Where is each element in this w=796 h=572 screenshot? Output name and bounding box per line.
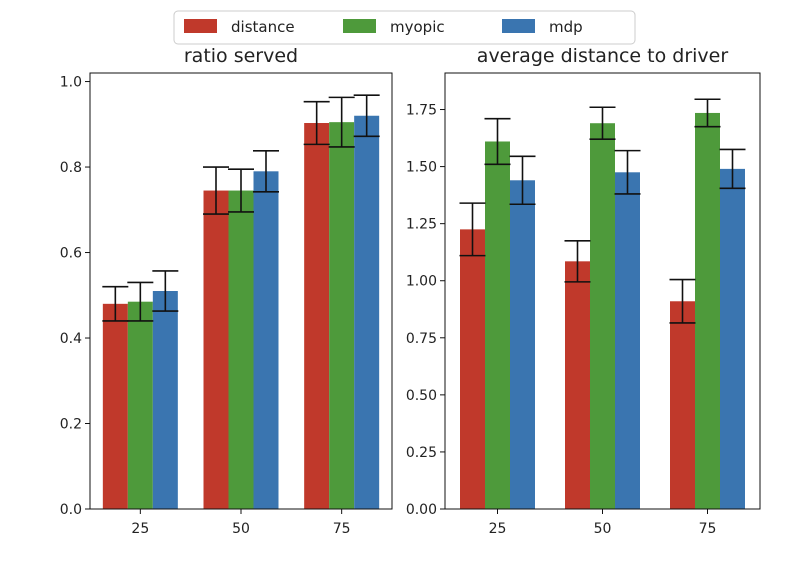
legend-entry-mdp: mdp [502, 18, 583, 36]
average-distance-title: average distance to driver [477, 45, 729, 67]
average-distance-panel: 0.00 0.25 0.50 0.75 1.00 1.25 1.50 1.75 25 50 75 av… [406, 45, 761, 537]
x-tick-label: 25 [489, 521, 507, 537]
bar-mdp-75 [720, 168, 745, 510]
legend-label: mdp [549, 18, 583, 36]
y-tick-label: 1.0 [60, 75, 82, 91]
bar-mdp-50 [615, 172, 640, 509]
y-tick-label: 0.75 [406, 331, 437, 347]
y-tick-label: 1.50 [406, 160, 437, 176]
error-bar-myopic-25 [484, 117, 511, 166]
legend-swatch [343, 19, 376, 33]
bar-distance-75 [304, 123, 330, 509]
bar-myopic-50 [228, 190, 254, 510]
error-bar-myopic-50 [589, 106, 616, 140]
y-tick-label: 0.8 [60, 160, 82, 176]
y-tick-label: 1.75 [406, 103, 437, 119]
error-bar-distance-25 [459, 202, 486, 257]
ratio-served-panel: 0.0 0.2 0.4 0.6 0.8 1.0 25 50 75 ratio served [60, 45, 393, 537]
legend-swatch [184, 19, 217, 33]
bar-mdp-25 [152, 291, 178, 509]
error-bar-mdp-75 [719, 148, 746, 190]
error-bar-myopic-50 [228, 168, 254, 213]
bar-myopic-75 [329, 122, 355, 509]
y-tick-label: 0.6 [60, 246, 82, 262]
bar-mdp-50 [253, 171, 279, 509]
error-bar-myopic-75 [328, 96, 355, 148]
legend: distance myopic mdp [173, 10, 636, 45]
legend-label: distance [231, 18, 295, 36]
x-tick-label: 75 [699, 521, 717, 537]
error-bar-mdp-25 [152, 270, 179, 312]
error-bar-mdp-25 [509, 155, 536, 206]
y-tick-label: 0.4 [60, 331, 82, 347]
y-tick-label: 1.00 [406, 274, 437, 290]
y-tick-label: 0.25 [406, 445, 437, 461]
bar-myopic-25 [485, 141, 510, 509]
bar-myopic-25 [127, 301, 153, 509]
error-bar-myopic-75 [694, 98, 721, 128]
error-bar-mdp-50 [253, 149, 279, 193]
y-tick-label: 0.50 [406, 388, 437, 404]
bar-myopic-75 [695, 112, 720, 510]
bar-distance-25 [460, 229, 485, 509]
legend-entry-myopic: myopic [343, 18, 445, 36]
bar-mdp-75 [354, 115, 380, 510]
bar-distance-25 [102, 303, 128, 509]
error-bar-mdp-75 [353, 94, 380, 138]
bar-mdp-25 [510, 180, 535, 509]
y-tick-label: 0.00 [406, 502, 437, 518]
x-tick-label: 75 [333, 521, 351, 537]
bar-distance-50 [565, 261, 590, 509]
error-bar-distance-75 [303, 100, 330, 146]
x-tick-label: 50 [594, 521, 612, 537]
y-tick-label: 0.0 [60, 502, 82, 518]
legend-entry-distance: distance [184, 18, 295, 36]
error-bar-mdp-50 [614, 149, 641, 195]
error-bar-distance-25 [102, 285, 129, 322]
legend-swatch [502, 19, 535, 33]
error-bar-distance-75 [669, 278, 696, 324]
legend-label: myopic [390, 18, 445, 36]
error-bar-distance-50 [564, 239, 591, 283]
bar-distance-75 [670, 301, 695, 509]
y-tick-label: 1.25 [406, 217, 437, 233]
x-tick-label: 25 [131, 521, 149, 537]
error-bar-distance-50 [203, 166, 229, 215]
x-tick-label: 50 [232, 521, 250, 537]
ratio-served-title: ratio served [184, 45, 298, 67]
bar-myopic-50 [590, 123, 615, 509]
y-tick-label: 0.2 [60, 417, 82, 433]
bar-distance-50 [203, 190, 229, 510]
error-bar-myopic-25 [127, 281, 154, 322]
